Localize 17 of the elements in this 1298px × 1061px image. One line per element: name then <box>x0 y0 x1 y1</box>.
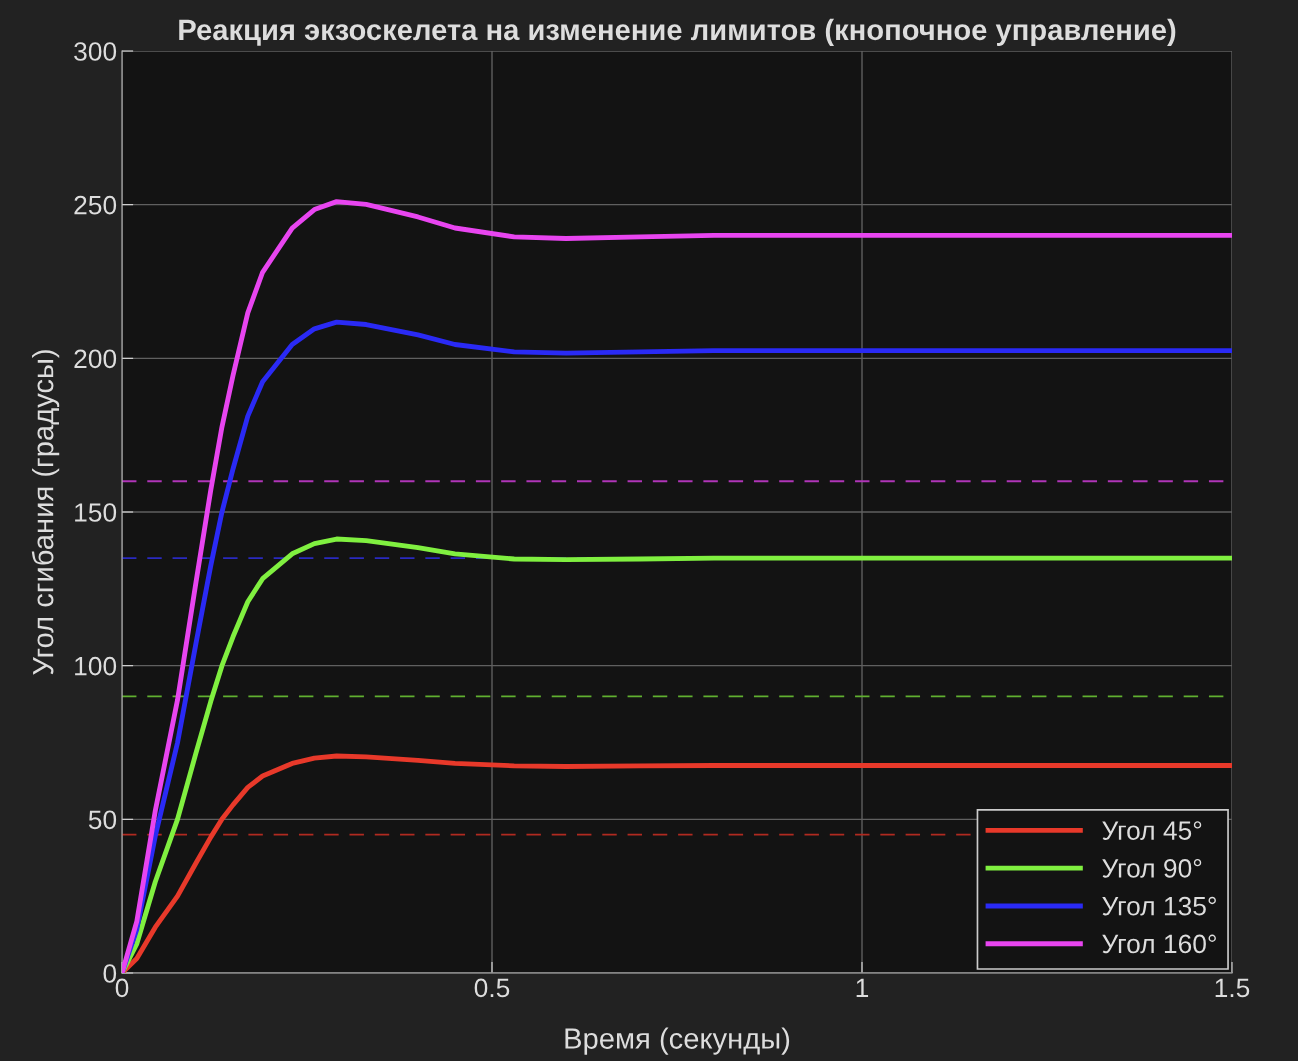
y-tick-label: 0 <box>103 964 117 983</box>
x-axis-title: Время (секунды) <box>565 1027 790 1055</box>
legend-label: Угол 135° <box>1102 896 1216 916</box>
x-tick-label: 0.5 <box>474 978 510 998</box>
legend-label: Угол 45° <box>1102 821 1202 840</box>
y-tick-label: 50 <box>88 810 117 830</box>
y-tick-label: 150 <box>75 503 117 522</box>
y-axis-title: Угол сгибания (градусы) <box>31 350 60 675</box>
y-tick-label: 200 <box>74 349 117 369</box>
y-tick-label: 300 <box>74 42 117 61</box>
y-tick-label: 250 <box>74 195 117 215</box>
y-tick-label: 100 <box>75 656 117 676</box>
x-tick-label: 1 <box>856 978 869 997</box>
legend-label: Угол 90° <box>1102 859 1202 878</box>
chart-title: Реакция экзоскелета на изменение лимитов (кнопочное управление) <box>179 18 1176 46</box>
x-tick-label: 1.5 <box>1215 978 1250 998</box>
legend-label: Угол 160° <box>1102 934 1216 954</box>
